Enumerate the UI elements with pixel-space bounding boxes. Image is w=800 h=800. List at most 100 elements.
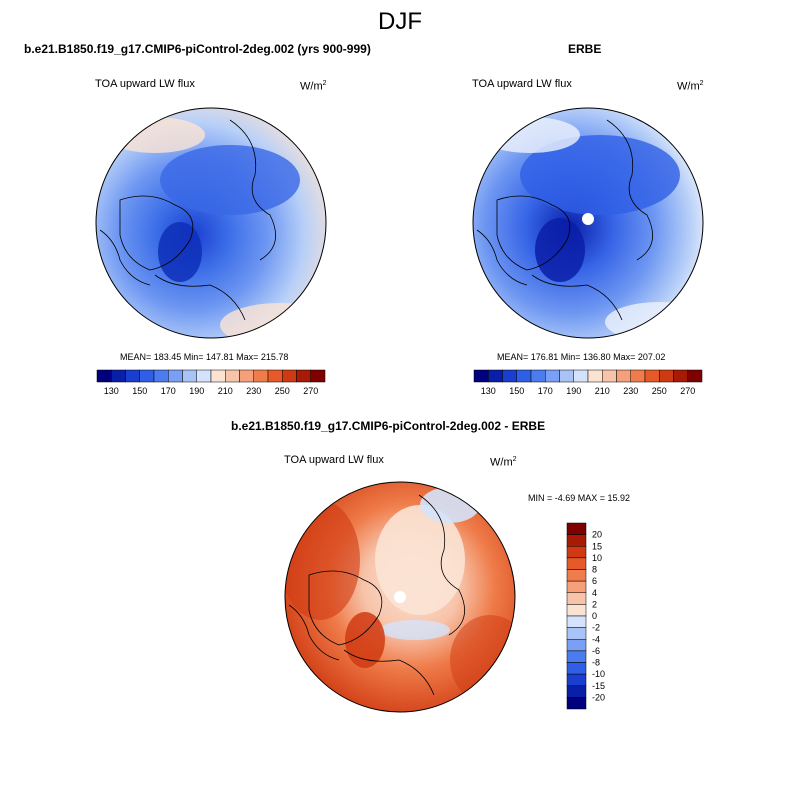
colorbar-tick-label: 150	[509, 386, 524, 396]
colorbar-swatch	[566, 627, 587, 640]
colorbar-swatch	[168, 369, 183, 383]
colorbar-tick-label: 150	[132, 386, 147, 396]
colorbar-panel1: 130 150 170 190 210 230 250 270	[96, 369, 326, 396]
colorbar-swatch	[296, 369, 311, 383]
colorbar-swatch	[659, 369, 674, 383]
colorbar-swatch	[566, 639, 587, 652]
colorbar-tick-label: 250	[652, 386, 667, 396]
pole-hole-marker	[582, 213, 594, 225]
colorbar-swatch	[225, 369, 240, 383]
colorbar-swatch	[545, 369, 560, 383]
panel3-units: W/m2	[490, 456, 517, 469]
colorbar-swatch	[267, 369, 283, 383]
colorbar-swatch	[673, 369, 688, 383]
colorbar-tick-label: 2	[592, 599, 597, 609]
panel1-units: W/m2	[300, 80, 327, 93]
colorbar-swatch	[282, 369, 297, 383]
colorbar-swatch	[644, 369, 660, 383]
colorbar-tick-label: 15	[592, 541, 602, 551]
colorbar-tick-label: 10	[592, 553, 602, 563]
colorbar-swatch	[587, 369, 603, 383]
colorbar-swatch	[502, 369, 517, 383]
colorbar-tick-label: 6	[592, 576, 597, 586]
colorbar-swatch	[196, 369, 212, 383]
panel2-variable: TOA upward LW flux	[472, 78, 572, 90]
colorbar-tick-label: 170	[538, 386, 553, 396]
colorbar-tick-label: 270	[303, 386, 318, 396]
colorbar-tick-label: 0	[592, 611, 597, 621]
colorbar-panel2: 130 150 170 190 210 230 250 270	[473, 369, 703, 396]
colorbar-swatch	[310, 369, 326, 383]
colorbar-tick-label: 230	[246, 386, 261, 396]
map-panel1	[95, 107, 327, 339]
colorbar-swatch	[566, 557, 587, 570]
colorbar-swatch	[125, 369, 140, 383]
colorbar-tick-label: 250	[275, 386, 290, 396]
colorbar-tick-label: -4	[592, 634, 600, 644]
panel2-title: ERBE	[568, 42, 602, 56]
colorbar-tick-label: -15	[592, 681, 605, 691]
colorbar-swatch	[566, 650, 587, 663]
colorbar-swatch	[566, 580, 587, 593]
panel1-title: b.e21.B1850.f19_g17.CMIP6-piControl-2deg…	[24, 42, 371, 56]
colorbar-tick-label: 270	[680, 386, 695, 396]
colorbar-swatch	[602, 369, 617, 383]
colorbar-tick-label: 170	[161, 386, 176, 396]
colorbar-swatch	[566, 662, 587, 675]
main-title: DJF	[378, 8, 422, 35]
colorbar-swatch	[566, 615, 587, 628]
colorbar-swatch	[630, 369, 646, 383]
colorbar-swatch	[566, 569, 587, 582]
colorbar-swatch	[488, 369, 503, 383]
colorbar-swatch	[210, 369, 226, 383]
colorbar-tick-label: 210	[218, 386, 233, 396]
panel2-units: W/m2	[677, 80, 704, 93]
colorbar-tick-label: 20	[592, 530, 602, 540]
colorbar-swatch	[566, 604, 587, 617]
colorbar-tick-label: 130	[481, 386, 496, 396]
panel1-stats: MEAN= 183.45 Min= 147.81 Max= 215.78	[120, 352, 289, 362]
colorbar-swatch	[566, 697, 587, 710]
map-panel3	[284, 481, 516, 713]
colorbar-tick-label: -8	[592, 658, 600, 668]
colorbar-swatch	[239, 369, 254, 383]
colorbar-swatch	[111, 369, 126, 383]
colorbar-tick-label: -20	[592, 692, 605, 702]
colorbar-swatch	[566, 546, 587, 559]
colorbar-tick-label: 4	[592, 588, 597, 598]
pole-hole-marker	[394, 591, 406, 603]
colorbar-tick-label: -10	[592, 669, 605, 679]
colorbar-tick-label: 210	[595, 386, 610, 396]
colorbar-swatch	[182, 369, 197, 383]
colorbar-tick-label: -2	[592, 623, 600, 633]
panel3-stats: MIN = -4.69 MAX = 15.92	[528, 493, 631, 503]
colorbar-tick-label: 230	[623, 386, 638, 396]
colorbar-swatch	[566, 592, 587, 605]
colorbar-tick-label: -6	[592, 646, 600, 656]
colorbar-swatch	[573, 369, 589, 383]
colorbar-swatch	[559, 369, 574, 383]
colorbar-swatch	[153, 369, 169, 383]
colorbar-swatch	[616, 369, 631, 383]
colorbar-tick-label: 8	[592, 565, 597, 575]
panel2-stats: MEAN= 176.81 Min= 136.80 Max= 207.02	[497, 352, 666, 362]
colorbar-tick-label: 130	[104, 386, 119, 396]
colorbar-swatch	[566, 534, 587, 547]
colorbar-tick-label: 190	[566, 386, 581, 396]
colorbar-swatch	[139, 369, 155, 383]
colorbar-swatch	[566, 673, 587, 686]
panel1-variable: TOA upward LW flux	[95, 78, 195, 90]
colorbar-swatch	[253, 369, 269, 383]
colorbar-swatch	[96, 369, 112, 383]
map-panel2	[472, 107, 704, 339]
colorbar-swatch	[530, 369, 546, 383]
panel3-title: b.e21.B1850.f19_g17.CMIP6-piControl-2deg…	[231, 419, 546, 433]
panel3-variable: TOA upward LW flux	[284, 454, 384, 466]
colorbar-swatch	[566, 685, 587, 698]
colorbar-swatch	[566, 522, 587, 535]
colorbar-swatch	[687, 369, 703, 383]
colorbar-swatch	[473, 369, 489, 383]
colorbar-swatch	[516, 369, 532, 383]
